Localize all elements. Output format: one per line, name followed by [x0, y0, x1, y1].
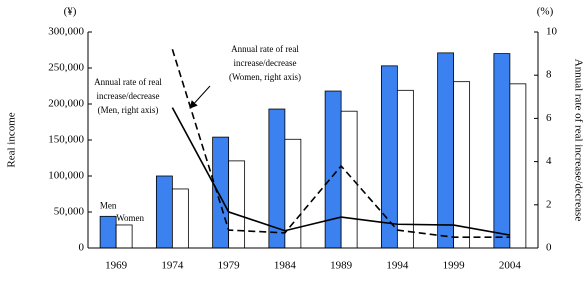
annotation: (Women, right axis)	[229, 72, 301, 82]
series-label: Women	[116, 213, 144, 223]
y-tick-label: 100,000	[48, 170, 84, 182]
y-tick-label: 150,000	[48, 134, 84, 146]
x-tick-label: 1989	[330, 260, 353, 272]
bar	[268, 108, 286, 249]
line	[171, 107, 511, 236]
x-tick-label: 2004	[499, 260, 522, 272]
x-tick-label: 1979	[218, 260, 241, 272]
y-axis-title: Real income	[6, 112, 18, 167]
bar	[324, 90, 342, 249]
y2-axis-title: Annual rate of real increase/decrease	[572, 59, 584, 222]
y2-tick-label: 8	[546, 69, 552, 81]
bar	[212, 136, 230, 249]
annotation: increase/decrease	[234, 58, 297, 68]
y-unit: (¥)	[64, 6, 77, 18]
annotation: increase/decrease	[97, 91, 160, 101]
annotation: Annual rate of real	[231, 44, 299, 54]
y2-unit: (%)	[537, 6, 554, 18]
bar	[228, 160, 246, 249]
bar	[155, 175, 173, 249]
x-tick-label: 1994	[386, 260, 409, 272]
bar	[380, 65, 398, 249]
x-tick-label: 1974	[161, 260, 184, 272]
bar	[171, 188, 189, 249]
bar	[340, 110, 358, 249]
annotation-arrow	[189, 85, 211, 109]
series-label: Men	[100, 200, 117, 210]
bar	[509, 83, 527, 249]
y2-tick-label: 10	[546, 26, 558, 38]
x-tick-label: 1969	[105, 260, 128, 272]
y2-tick-label: 4	[546, 155, 552, 167]
bar	[437, 52, 455, 249]
y-tick-label: 300,000	[48, 26, 84, 38]
y2-tick-label: 0	[546, 242, 552, 254]
line	[171, 49, 510, 238]
y2-tick-label: 6	[546, 112, 552, 124]
y-tick-label: 50,000	[54, 206, 85, 218]
bar	[99, 215, 117, 249]
bar	[284, 138, 302, 249]
y-tick-label: 200,000	[48, 98, 84, 110]
y-tick-label: 250,000	[48, 62, 84, 74]
bar	[115, 224, 133, 249]
y-tick-label: 0	[79, 242, 85, 254]
y2-tick-label: 2	[546, 198, 552, 210]
annotation: Annual rate of real	[94, 77, 162, 87]
x-tick-label: 1984	[274, 260, 297, 272]
x-tick-label: 1999	[443, 260, 466, 272]
annotation: (Men, right axis)	[98, 105, 159, 115]
bar	[493, 53, 511, 249]
bar	[453, 81, 471, 249]
